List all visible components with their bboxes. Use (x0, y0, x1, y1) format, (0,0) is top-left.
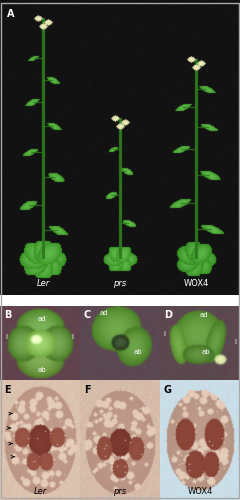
Text: C: C (84, 310, 91, 320)
Text: Ler: Ler (36, 278, 50, 287)
Text: A: A (7, 9, 15, 19)
Text: G: G (164, 385, 172, 395)
Text: ad: ad (37, 316, 46, 322)
Text: ab: ab (202, 349, 211, 355)
Text: l: l (6, 334, 7, 340)
Text: prs: prs (113, 278, 127, 287)
Text: ad: ad (100, 310, 108, 316)
Text: D: D (164, 310, 172, 320)
Text: prs: prs (113, 488, 127, 496)
Text: l: l (164, 331, 166, 337)
Text: l: l (71, 334, 73, 340)
Text: F: F (84, 385, 91, 395)
Text: ad: ad (200, 312, 208, 318)
Text: ab: ab (133, 349, 142, 355)
Text: Ler: Ler (33, 488, 47, 496)
Text: prs: prs (113, 296, 127, 305)
Text: Ler: Ler (36, 296, 50, 305)
Text: l: l (234, 338, 236, 344)
Text: ab: ab (37, 366, 46, 372)
Text: WOX4: WOX4 (187, 488, 213, 496)
Text: E: E (4, 385, 11, 395)
Text: WOX4: WOX4 (184, 296, 210, 305)
Text: B: B (4, 310, 11, 320)
Text: WOX4: WOX4 (184, 278, 210, 287)
